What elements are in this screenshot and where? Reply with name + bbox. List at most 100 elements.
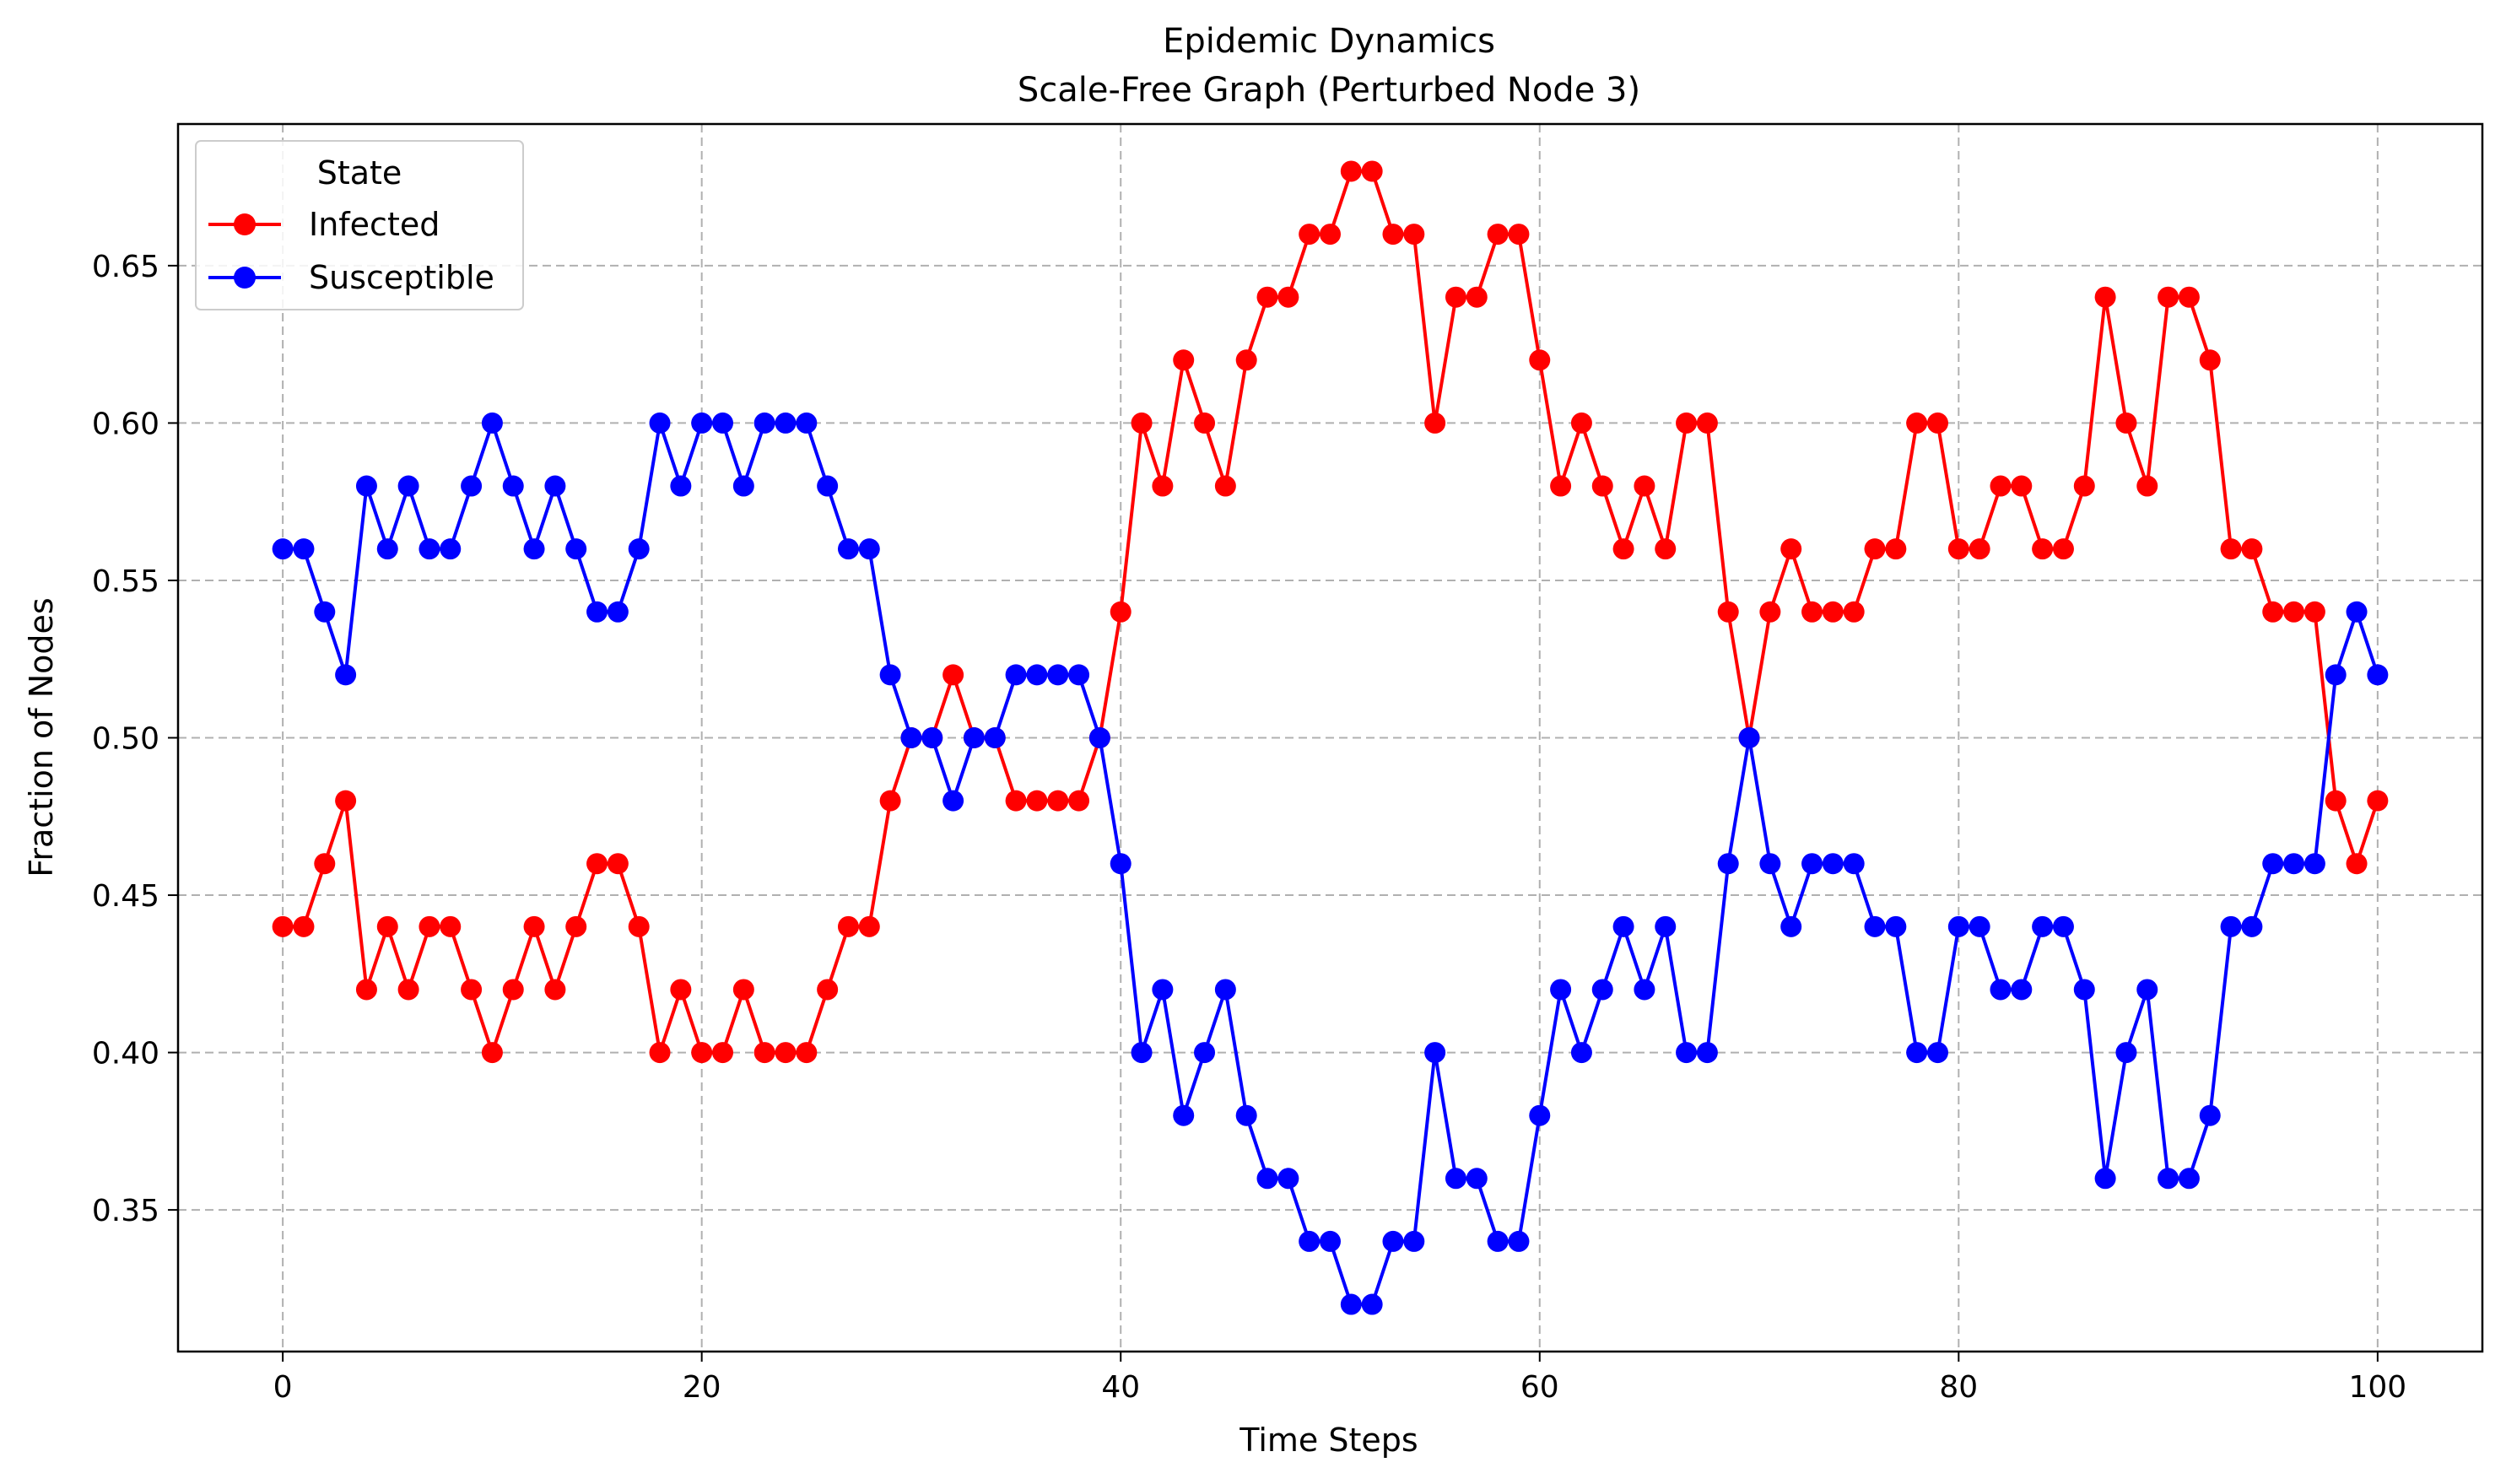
data-point-susceptible [1717, 853, 1739, 875]
data-point-susceptible [2158, 1168, 2179, 1190]
data-point-susceptible [1340, 1293, 1362, 1315]
data-point-infected [2325, 790, 2347, 812]
x-tick-label: 100 [2349, 1370, 2407, 1405]
data-point-infected [502, 979, 524, 1001]
data-point-susceptible [2220, 915, 2242, 937]
data-point-infected [753, 1042, 775, 1064]
y-tick-label: 0.65 [92, 250, 159, 284]
y-tick-label: 0.60 [92, 407, 159, 441]
data-point-susceptible [419, 538, 440, 560]
data-point-infected [1926, 412, 1948, 434]
y-tick-label: 0.55 [92, 564, 159, 599]
data-point-infected [2158, 286, 2179, 308]
data-point-infected [712, 1042, 734, 1064]
data-point-susceptible [732, 475, 754, 497]
data-point-infected [1676, 412, 1698, 434]
data-point-infected [565, 915, 587, 937]
data-point-infected [1843, 601, 1865, 623]
data-point-susceptible [1947, 915, 1969, 937]
data-point-susceptible [1822, 853, 1844, 875]
data-point-susceptible [837, 538, 859, 560]
data-point-infected [419, 915, 440, 937]
data-point-susceptible [1864, 915, 1886, 937]
data-point-susceptible [858, 538, 880, 560]
data-point-infected [2032, 538, 2054, 560]
data-point-infected [397, 979, 419, 1001]
data-point-infected [293, 915, 315, 937]
data-point-susceptible [1591, 979, 1613, 1001]
data-point-susceptible [1843, 853, 1865, 875]
data-point-susceptible [2346, 601, 2368, 623]
data-point-susceptible [1088, 727, 1110, 748]
data-point-susceptible [1570, 1042, 1592, 1064]
data-point-infected [837, 915, 859, 937]
data-point-susceptible [1194, 1042, 1216, 1064]
data-point-susceptible [1320, 1230, 1341, 1252]
legend-label-infected: Infected [309, 206, 440, 243]
data-point-infected [1047, 790, 1069, 812]
data-point-susceptible [1152, 979, 1174, 1001]
data-point-infected [1801, 601, 1823, 623]
data-point-infected [775, 1042, 797, 1064]
data-point-susceptible [1696, 1042, 1718, 1064]
data-point-infected [1570, 412, 1592, 434]
data-point-susceptible [1508, 1230, 1530, 1252]
data-point-susceptible [2136, 979, 2158, 1001]
series-susceptible [272, 412, 2389, 1315]
data-point-susceptible [1403, 1230, 1425, 1252]
data-point-susceptible [1990, 979, 2012, 1001]
data-point-infected [670, 979, 692, 1001]
data-point-susceptible [1361, 1293, 1383, 1315]
data-point-infected [586, 853, 608, 875]
data-point-infected [1026, 790, 1048, 812]
data-point-susceptible [2262, 853, 2284, 875]
data-point-infected [1382, 224, 1404, 246]
data-point-susceptible [2052, 915, 2074, 937]
data-point-susceptible [2367, 664, 2389, 686]
series-infected [272, 160, 2389, 1064]
data-point-infected [1508, 224, 1530, 246]
data-point-infected [1340, 160, 1362, 182]
data-point-susceptible [523, 538, 545, 560]
legend-title: State [317, 154, 402, 192]
data-point-susceptible [1235, 1104, 1257, 1126]
data-point-infected [1822, 601, 1844, 623]
data-point-infected [2178, 286, 2200, 308]
data-point-susceptible [1466, 1168, 1488, 1190]
x-tick-label: 60 [1520, 1370, 1559, 1405]
data-point-infected [1403, 224, 1425, 246]
data-point-infected [1256, 286, 1278, 308]
data-point-susceptible [963, 727, 985, 748]
data-point-susceptible [293, 538, 315, 560]
data-point-susceptible [1424, 1042, 1446, 1064]
data-point-susceptible [1634, 979, 1655, 1001]
data-point-susceptible [1214, 979, 1236, 1001]
data-point-infected [1906, 412, 1928, 434]
data-point-infected [1110, 601, 1131, 623]
data-point-susceptible [900, 727, 922, 748]
data-point-infected [2283, 601, 2305, 623]
data-point-susceptible [691, 412, 713, 434]
data-point-infected [1864, 538, 1886, 560]
data-point-susceptible [2032, 915, 2054, 937]
data-point-infected [1612, 538, 1634, 560]
data-point-infected [335, 790, 357, 812]
data-point-infected [1299, 224, 1321, 246]
data-point-infected [879, 790, 901, 812]
data-point-susceptible [544, 475, 566, 497]
data-point-susceptible [649, 412, 671, 434]
data-point-infected [1320, 224, 1341, 246]
y-tick-label: 0.40 [92, 1037, 159, 1071]
data-point-infected [544, 979, 566, 1001]
data-point-susceptible [1110, 853, 1131, 875]
data-point-infected [2220, 538, 2242, 560]
data-point-infected [440, 915, 462, 937]
data-point-susceptible [1005, 664, 1027, 686]
data-point-infected [1696, 412, 1718, 434]
y-axis-label: Fraction of Nodes [23, 597, 60, 877]
data-point-susceptible [2073, 979, 2095, 1001]
data-point-infected [1990, 475, 2012, 497]
data-point-susceptible [1131, 1042, 1153, 1064]
data-point-infected [355, 979, 377, 1001]
x-tick-label: 0 [273, 1370, 293, 1405]
